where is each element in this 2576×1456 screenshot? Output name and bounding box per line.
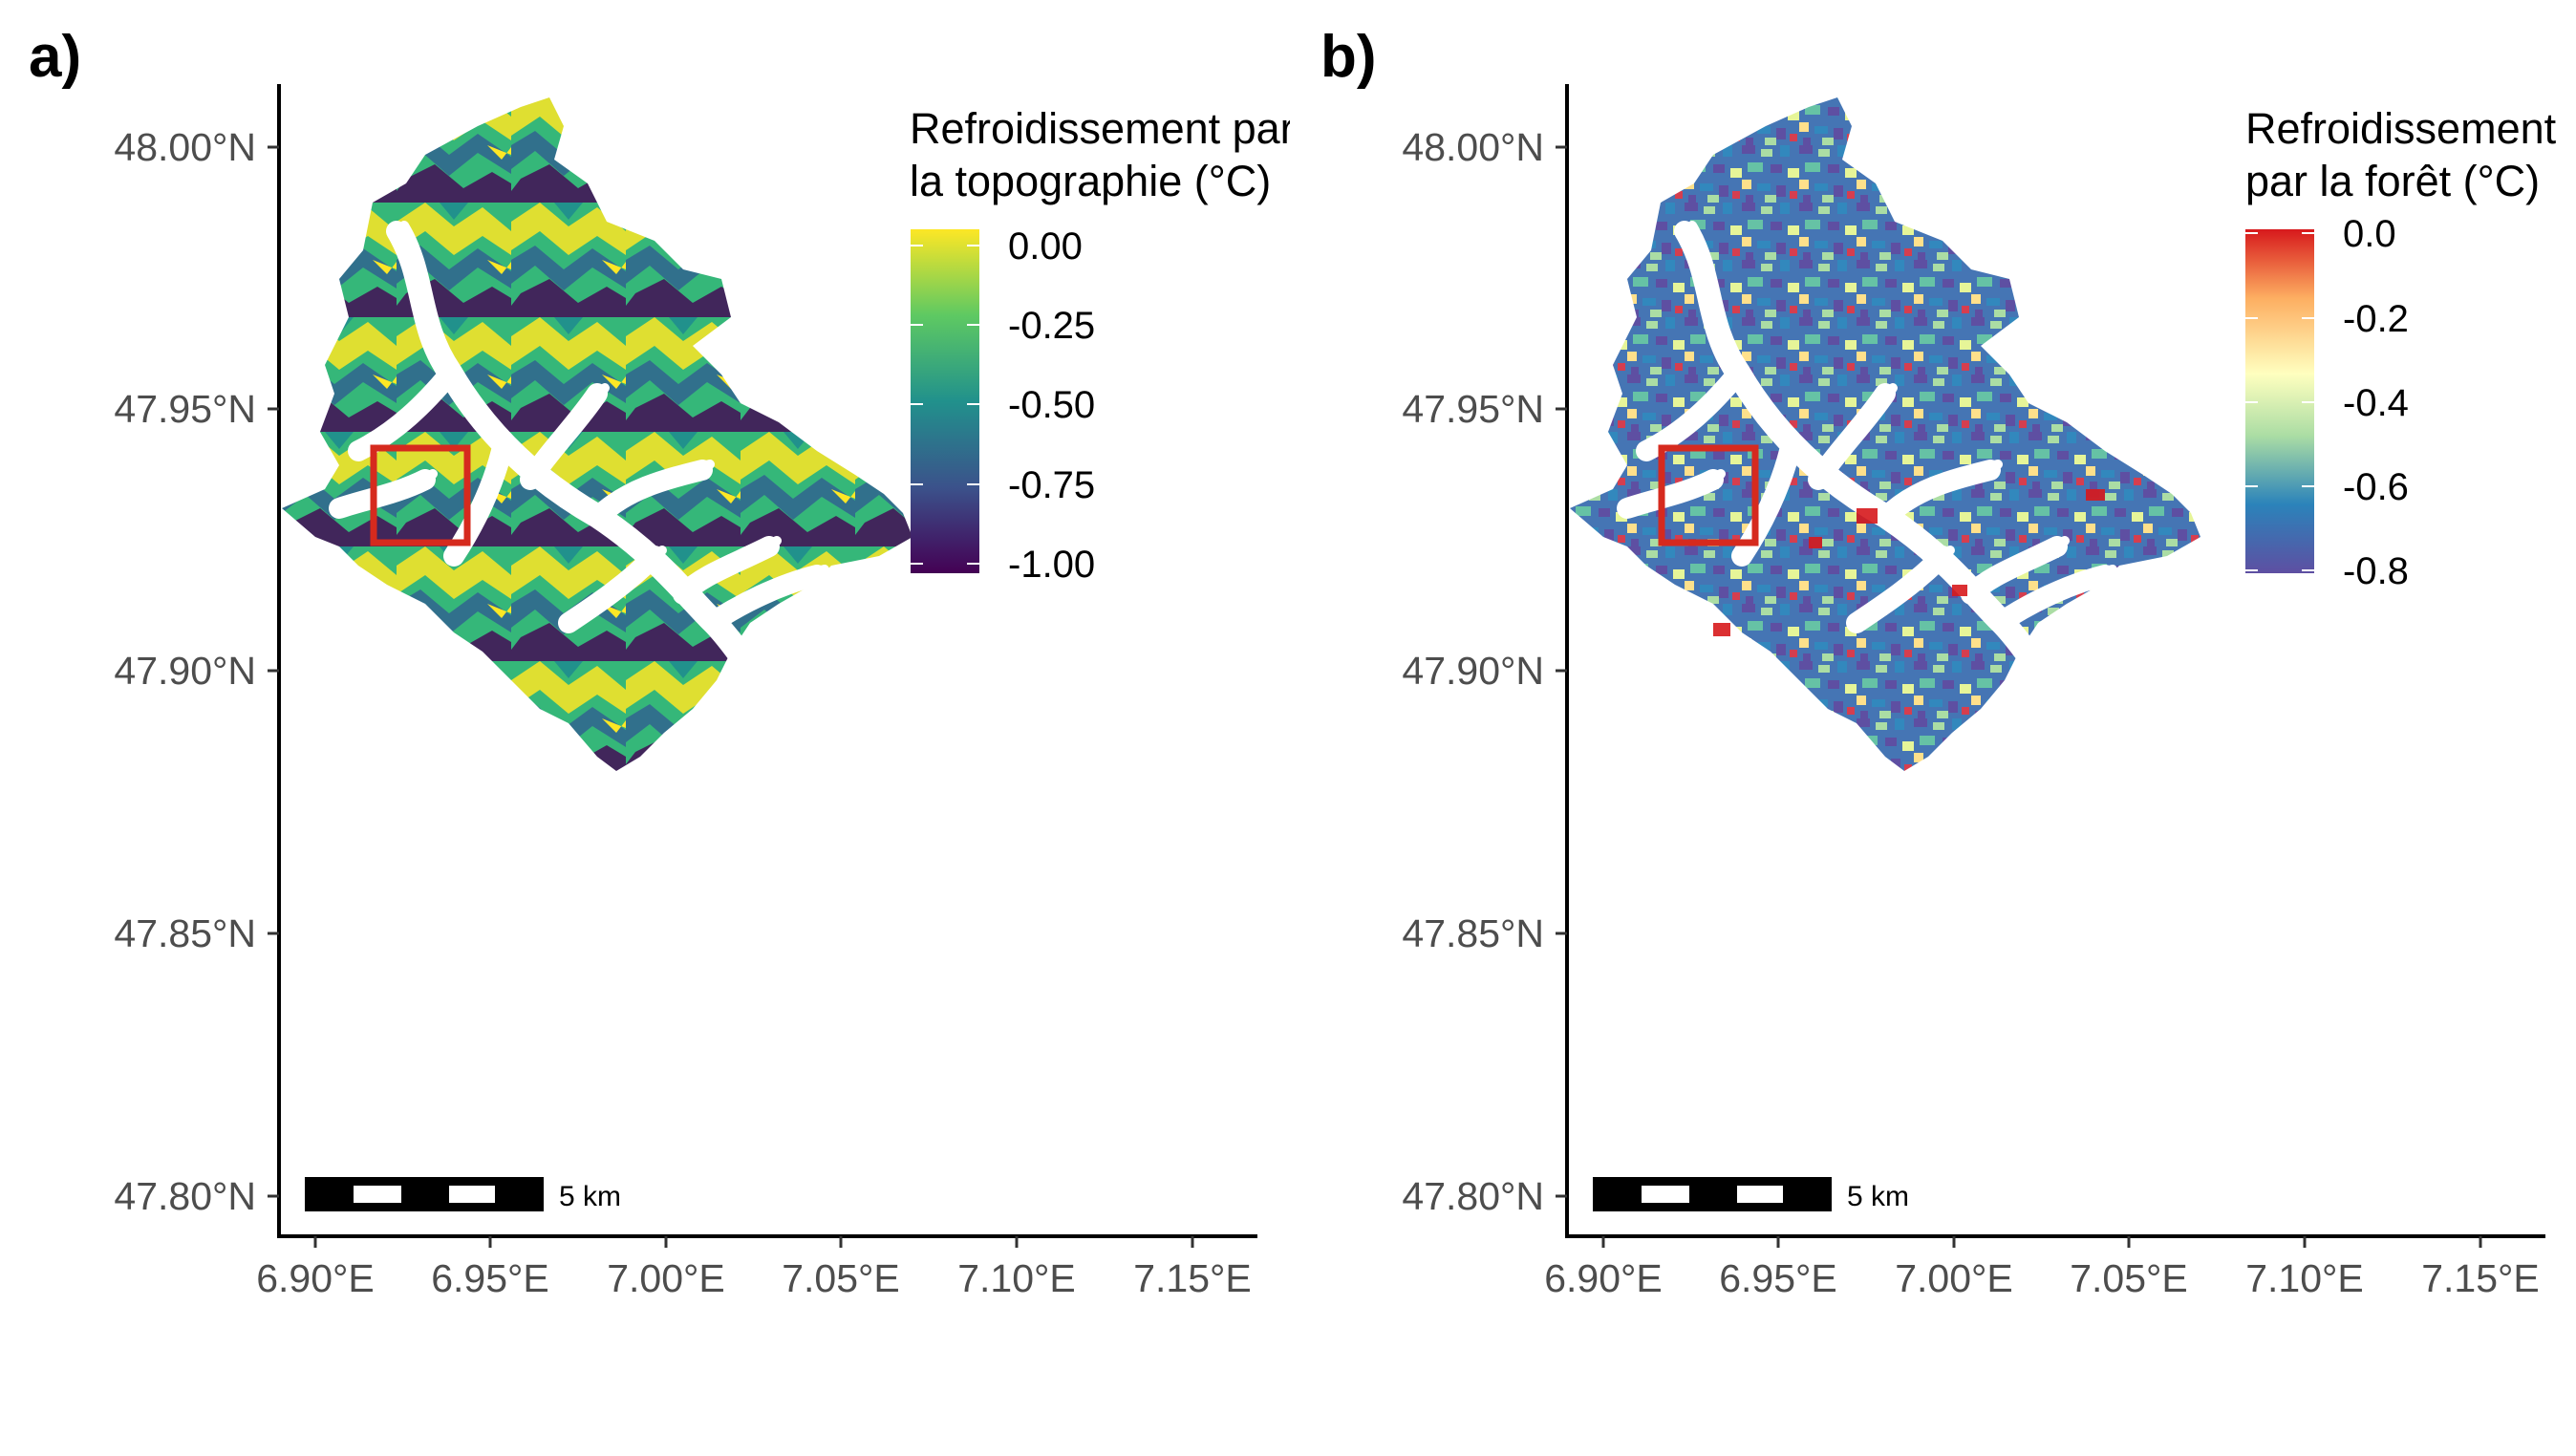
- panel-b-x-tick-label: 6.90°E: [1544, 1256, 1663, 1300]
- panel-a-legend-tick: -0.75: [1008, 464, 1095, 506]
- panel-a-scalebar: 5 km: [305, 1177, 621, 1212]
- panel-b-legend-title-line2: par la forêt (°C): [2245, 157, 2540, 205]
- panel-b-legend: Refroidissement par la forêt (°C) 0.0 -0…: [2245, 104, 2557, 592]
- panel-a-legend: Refroidissement par la topographie (°C) …: [910, 104, 1295, 586]
- panel-b-y-tick-label: 47.90°N: [1402, 649, 1544, 693]
- panel-b-y-ticks: 48.00°N 47.95°N 47.90°N 47.85°N 47.80°N: [1402, 125, 1567, 1218]
- panel-a-x-ticks: 6.90°E 6.95°E 7.00°E 7.05°E 7.10°E 7.15°…: [256, 1236, 1252, 1300]
- panel-b: b) 48.00°N 47.95: [1320, 24, 2557, 1300]
- panel-b-y-tick-label: 47.85°N: [1402, 911, 1544, 955]
- panel-b-legend-tick: -0.8: [2343, 550, 2409, 592]
- panel-a-highlight-box: [370, 444, 471, 546]
- panel-a-y-ticks: 48.00°N 47.95°N 47.90°N 47.85°N 47.80°N: [114, 125, 279, 1218]
- panel-a-x-tick-label: 6.90°E: [256, 1256, 375, 1300]
- panel-a-legend-title-line1: Refroidissement par: [910, 104, 1295, 153]
- panel-a-x-tick-label: 7.10°E: [957, 1256, 1076, 1300]
- panel-b-legend-tick: -0.4: [2343, 382, 2409, 424]
- panel-b-label: b): [1320, 24, 1377, 90]
- panel-a-y-tick-label: 47.95°N: [114, 387, 256, 431]
- panel-a-legend-tick: -1.00: [1008, 544, 1095, 586]
- panel-b-y-tick-label: 47.80°N: [1402, 1174, 1544, 1218]
- panel-b-x-ticks: 6.90°E 6.95°E 7.00°E 7.05°E 7.10°E 7.15°…: [1544, 1236, 2540, 1300]
- panel-a-legend-tick: -0.50: [1008, 384, 1095, 426]
- panel-b-legend-tick: -0.2: [2343, 298, 2409, 340]
- panel-b-highlight-box: [1658, 444, 1759, 546]
- panel-a-y-tick-label: 47.80°N: [114, 1174, 256, 1218]
- panel-a-legend-tick: 0.00: [1008, 225, 1083, 268]
- panel-b-y-tick-label: 48.00°N: [1402, 125, 1544, 169]
- panel-a-x-tick-label: 7.15°E: [1133, 1256, 1252, 1300]
- panel-b-x-tick-label: 7.15°E: [2421, 1256, 2540, 1300]
- panel-a-legend-tick: -0.25: [1008, 305, 1095, 347]
- panel-b-map: [1570, 97, 2200, 771]
- panel-b-x-tick-label: 6.95°E: [1719, 1256, 1837, 1300]
- panel-a-y-tick-label: 47.90°N: [114, 649, 256, 693]
- panel-b-x-tick-label: 7.10°E: [2245, 1256, 2364, 1300]
- panel-b-scalebar-label: 5 km: [1847, 1181, 1909, 1212]
- panel-a-y-tick-label: 48.00°N: [114, 125, 256, 169]
- panel-a-label: a): [29, 24, 81, 90]
- panel-a-legend-title-line2: la topographie (°C): [910, 157, 1271, 205]
- panel-b-legend-title-line1: Refroidissement: [2245, 104, 2557, 153]
- panel-a-y-tick-label: 47.85°N: [114, 911, 256, 955]
- panel-a-x-tick-label: 7.05°E: [782, 1256, 900, 1300]
- panel-a: a) 48.00°N 47.95°N 47.90°N 47.85°N 47.80…: [29, 24, 1295, 1300]
- panel-b-scalebar: 5 km: [1593, 1177, 1909, 1212]
- panel-a-colorbar: [911, 229, 979, 573]
- panel-a-scalebar-label: 5 km: [559, 1181, 621, 1212]
- panel-b-x-tick-label: 7.00°E: [1895, 1256, 2013, 1300]
- panel-b-y-tick-label: 47.95°N: [1402, 387, 1544, 431]
- panel-b-legend-tick: -0.6: [2343, 466, 2409, 508]
- panel-b-x-tick-label: 7.05°E: [2070, 1256, 2188, 1300]
- panel-a-x-tick-label: 6.95°E: [431, 1256, 549, 1300]
- panel-b-legend-tick: 0.0: [2343, 213, 2396, 255]
- panel-a-x-tick-label: 7.00°E: [607, 1256, 725, 1300]
- panel-a-map: [282, 97, 912, 771]
